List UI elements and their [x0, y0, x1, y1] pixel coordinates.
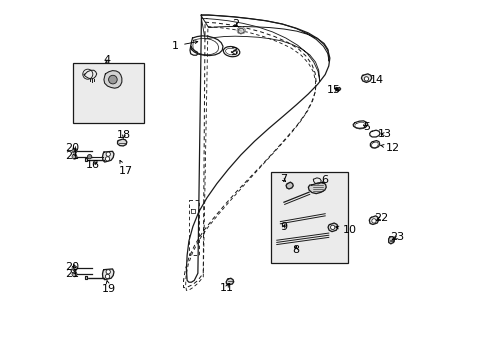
- Polygon shape: [102, 151, 114, 162]
- Polygon shape: [85, 158, 87, 161]
- Text: 2: 2: [232, 19, 239, 30]
- Circle shape: [105, 274, 109, 279]
- Text: 18: 18: [117, 130, 131, 140]
- Polygon shape: [85, 276, 87, 279]
- Text: 15: 15: [326, 85, 340, 95]
- Text: 6: 6: [321, 175, 327, 185]
- Circle shape: [72, 154, 77, 159]
- Text: 21: 21: [65, 269, 79, 279]
- Polygon shape: [361, 74, 371, 82]
- Polygon shape: [335, 87, 340, 91]
- Text: 3: 3: [230, 47, 237, 57]
- Circle shape: [364, 77, 368, 81]
- Circle shape: [106, 270, 110, 274]
- Text: 21: 21: [65, 150, 79, 161]
- Text: 16: 16: [85, 160, 99, 170]
- Polygon shape: [104, 71, 122, 88]
- Polygon shape: [388, 237, 394, 244]
- Polygon shape: [327, 223, 337, 231]
- Polygon shape: [102, 269, 114, 280]
- Text: 12: 12: [380, 143, 399, 153]
- Circle shape: [108, 75, 117, 84]
- Text: 20: 20: [65, 143, 79, 153]
- Text: 14: 14: [369, 75, 384, 85]
- Circle shape: [330, 225, 334, 229]
- Circle shape: [72, 272, 77, 277]
- Circle shape: [87, 154, 92, 159]
- Text: 23: 23: [389, 232, 404, 242]
- Text: 22: 22: [374, 213, 388, 223]
- Text: 8: 8: [292, 245, 299, 255]
- Polygon shape: [117, 139, 126, 146]
- Circle shape: [371, 219, 375, 223]
- Circle shape: [106, 152, 110, 156]
- Text: 1: 1: [172, 41, 197, 51]
- Text: 11: 11: [219, 283, 233, 293]
- Text: 4: 4: [103, 54, 110, 64]
- Text: 9: 9: [280, 222, 287, 231]
- FancyBboxPatch shape: [73, 63, 144, 123]
- Text: 5: 5: [362, 122, 369, 132]
- Text: 20: 20: [65, 262, 79, 272]
- Polygon shape: [226, 278, 233, 285]
- Polygon shape: [308, 183, 325, 194]
- Circle shape: [72, 148, 77, 153]
- Text: 19: 19: [102, 281, 116, 294]
- Circle shape: [105, 157, 109, 161]
- Text: 13: 13: [377, 129, 391, 139]
- Polygon shape: [237, 27, 244, 34]
- Polygon shape: [285, 182, 293, 189]
- Circle shape: [72, 266, 77, 271]
- Text: 17: 17: [118, 161, 132, 176]
- Text: 7: 7: [279, 174, 286, 184]
- Text: 10: 10: [335, 225, 356, 235]
- FancyBboxPatch shape: [271, 172, 348, 263]
- Polygon shape: [368, 216, 378, 225]
